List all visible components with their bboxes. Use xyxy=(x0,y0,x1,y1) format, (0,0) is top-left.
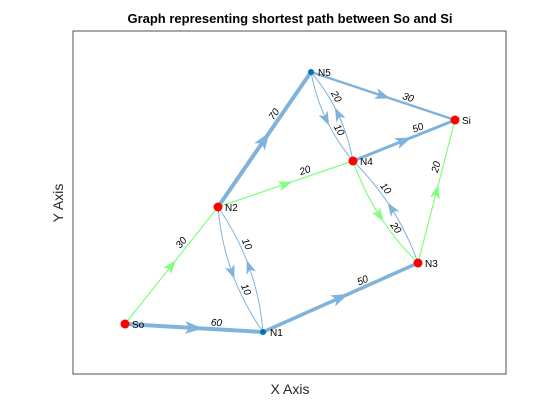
edge-so-n1: 60 xyxy=(123,318,265,334)
edge-arrow xyxy=(224,264,235,280)
node-marker xyxy=(450,115,460,125)
edge-n4-si: 50 xyxy=(351,118,457,163)
node-n3: N3 xyxy=(413,258,438,270)
node-marker xyxy=(120,319,130,329)
edge-n2-n4: 20 xyxy=(217,160,354,208)
node-label: N1 xyxy=(270,328,283,339)
edge-weight-label: 10 xyxy=(238,282,253,297)
edge-n2-n1: 10 xyxy=(217,206,264,333)
edge-n3-si: 20 xyxy=(417,119,456,264)
edge-weight-label: 30 xyxy=(401,91,415,105)
edge-n5-si: 30 xyxy=(309,70,457,122)
node-si: Si xyxy=(450,115,471,127)
edge-arrow xyxy=(254,132,270,151)
node-marker xyxy=(260,329,266,335)
edge-arrow xyxy=(163,260,176,275)
node-so: So xyxy=(120,319,145,331)
edge-n1-n2: 10 xyxy=(217,206,264,333)
node-label: N4 xyxy=(360,157,373,168)
edge-arrow xyxy=(246,259,257,275)
edge-weight-label: 60 xyxy=(211,318,223,330)
edge-weight-label: 10 xyxy=(331,123,346,139)
edge-arrow xyxy=(318,110,330,126)
edge-weight-label: 20 xyxy=(328,88,344,104)
node-n2: N2 xyxy=(213,202,238,214)
node-label: N5 xyxy=(318,68,331,79)
y-axis-label: Y Axis xyxy=(50,184,66,223)
node-n5: N5 xyxy=(308,68,331,79)
node-marker xyxy=(213,202,223,212)
edge-arrow xyxy=(277,181,293,191)
edge-weight-label: 20 xyxy=(297,164,312,178)
node-label: N3 xyxy=(425,259,438,270)
edge-arrow xyxy=(334,107,346,123)
nodes-layer: So N1 N2 N3 N4 N5 Si xyxy=(120,68,471,339)
edge-n5-n4: 10 xyxy=(310,71,354,162)
x-axis-label: X Axis xyxy=(271,381,310,397)
node-n4: N4 xyxy=(348,156,373,168)
edge-weight-label: 20 xyxy=(430,160,444,175)
node-label: Si xyxy=(462,116,471,127)
node-label: So xyxy=(132,320,145,331)
node-marker xyxy=(348,156,358,166)
edge-arrow xyxy=(330,294,349,307)
node-label: N2 xyxy=(225,203,238,214)
edge-arrow xyxy=(429,184,440,200)
node-marker xyxy=(413,258,423,268)
figure-title: Graph representing shortest path between… xyxy=(127,11,452,26)
edge-n4-n5: 20 xyxy=(310,71,354,162)
edge-arrow xyxy=(394,137,412,149)
edge-arrow xyxy=(373,88,391,99)
edge-n1-n3: 50 xyxy=(261,261,420,334)
node-n1: N1 xyxy=(260,328,283,339)
edge-weight-label: 50 xyxy=(411,121,426,136)
node-marker xyxy=(308,69,314,75)
edge-arrow xyxy=(387,202,400,217)
edge-arrow xyxy=(371,207,384,222)
edge-n4-n3: 20 xyxy=(352,160,419,264)
edge-weight-label: 10 xyxy=(239,237,254,252)
edge-n3-n4: 10 xyxy=(352,160,419,264)
edge-n2-n5: 70 xyxy=(216,70,313,209)
edge-weight-label: 50 xyxy=(356,274,371,289)
edge-arrow xyxy=(184,321,203,334)
